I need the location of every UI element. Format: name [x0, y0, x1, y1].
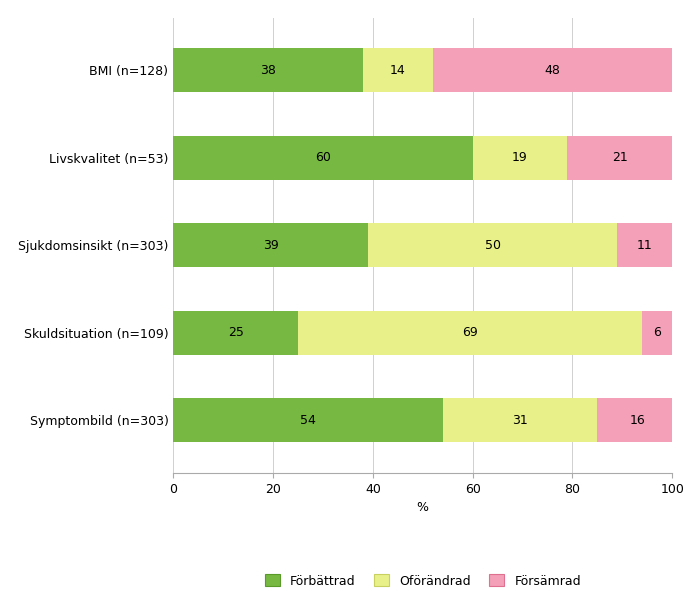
Bar [368, 223, 617, 267]
Text: 39: 39 [263, 239, 279, 252]
Text: 19: 19 [512, 151, 528, 164]
Text: 21: 21 [612, 151, 628, 164]
Bar [473, 136, 568, 180]
Text: 69: 69 [462, 326, 478, 339]
Bar [443, 398, 597, 442]
Bar [642, 311, 672, 355]
Text: 14: 14 [390, 64, 405, 77]
Text: 25: 25 [228, 326, 243, 339]
Text: 48: 48 [545, 64, 561, 77]
Text: 60: 60 [315, 151, 331, 164]
Text: 50: 50 [484, 239, 500, 252]
Text: 16: 16 [629, 414, 645, 427]
Bar [597, 398, 677, 442]
Text: 31: 31 [512, 414, 528, 427]
Bar [173, 398, 443, 442]
Bar [617, 223, 672, 267]
Bar [173, 311, 298, 355]
Bar [363, 48, 432, 92]
Bar [298, 311, 642, 355]
Text: 6: 6 [653, 326, 661, 339]
Text: 11: 11 [637, 239, 653, 252]
Bar [173, 48, 363, 92]
Bar [173, 136, 473, 180]
Bar [568, 136, 672, 180]
Text: 38: 38 [260, 64, 276, 77]
Bar [432, 48, 672, 92]
Legend: Förbättrad, Oförändrad, Försämrad: Förbättrad, Oförändrad, Försämrad [258, 568, 587, 591]
X-axis label: %: % [416, 501, 429, 514]
Bar [173, 223, 368, 267]
Text: 54: 54 [300, 414, 316, 427]
